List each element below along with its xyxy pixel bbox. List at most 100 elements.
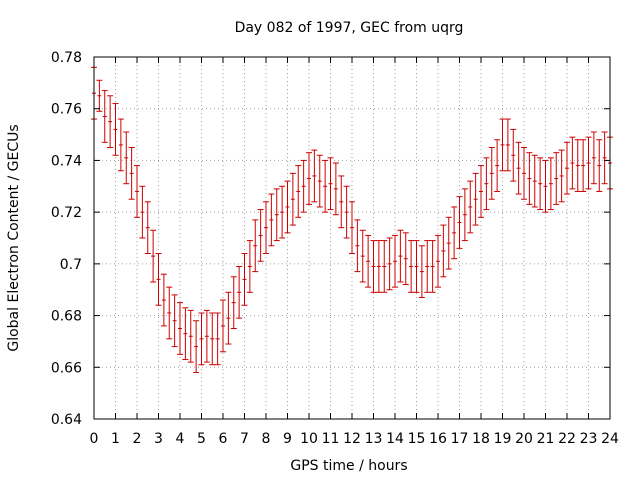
data-point	[193, 320, 200, 373]
y-axis-label: Global Electron Content / GECUs	[6, 124, 22, 351]
data-point	[386, 237, 393, 291]
data-point	[306, 152, 312, 205]
data-point	[413, 240, 420, 293]
x-tick-label: 4	[176, 431, 185, 447]
x-tick-label: 9	[283, 431, 292, 447]
data-point	[531, 154, 538, 208]
data-point	[553, 152, 560, 205]
data-point	[456, 196, 463, 249]
data-point	[316, 154, 323, 208]
data-point	[123, 131, 130, 185]
data-point	[494, 139, 501, 192]
y-tick-label: 0.64	[51, 412, 82, 428]
data-point	[220, 299, 226, 353]
data-point	[273, 188, 280, 242]
data-point	[472, 172, 479, 226]
data-point	[418, 245, 425, 298]
data-point	[440, 224, 447, 278]
data-point	[289, 172, 296, 226]
data-point	[429, 240, 436, 293]
data-point	[150, 229, 157, 283]
data-point	[515, 141, 522, 195]
x-tick-label: 22	[558, 431, 576, 447]
data-point	[451, 206, 458, 260]
data-point	[408, 240, 415, 293]
data-point	[166, 286, 173, 340]
data-point	[160, 273, 167, 327]
data-point	[322, 159, 329, 213]
x-axis-label: GPS time / hours	[290, 458, 407, 474]
data-point	[601, 131, 608, 185]
x-tick-label: 12	[343, 431, 361, 447]
data-point	[392, 234, 398, 288]
data-point	[101, 90, 108, 143]
data-point	[397, 229, 404, 283]
data-point	[209, 312, 216, 366]
data-point	[349, 201, 355, 255]
x-tick-label: 6	[219, 431, 228, 447]
data-point	[569, 136, 576, 190]
x-tick-label: 2	[133, 431, 142, 447]
data-point	[327, 157, 334, 211]
data-point	[230, 276, 237, 329]
data-point	[365, 234, 372, 288]
data-point	[526, 152, 533, 205]
y-tick-label: 0.74	[51, 153, 82, 169]
data-point	[144, 201, 151, 255]
data-point	[300, 159, 307, 213]
x-tick-label: 24	[601, 431, 619, 447]
x-tick-label: 7	[240, 431, 249, 447]
data-point	[128, 147, 135, 200]
data-point	[375, 240, 382, 293]
data-point	[257, 209, 264, 262]
data-point	[590, 131, 597, 185]
data-point	[284, 180, 291, 234]
data-point	[117, 118, 124, 172]
x-tick-label: 0	[90, 431, 99, 447]
data-point	[574, 139, 581, 192]
data-point	[585, 136, 592, 190]
data-point	[547, 157, 554, 211]
y-tick-label: 0.66	[51, 360, 82, 376]
data-point	[499, 118, 506, 172]
error-bars	[91, 66, 613, 373]
data-point	[225, 291, 232, 345]
data-point	[370, 240, 377, 293]
x-tick-label: 17	[451, 431, 469, 447]
data-point	[354, 219, 361, 273]
data-point	[268, 193, 275, 247]
data-point	[467, 180, 474, 234]
data-point	[564, 141, 570, 195]
data-point	[214, 312, 221, 366]
data-point	[381, 240, 388, 293]
x-tick-label: 16	[429, 431, 447, 447]
data-point	[338, 175, 345, 229]
data-point	[279, 185, 286, 239]
x-tick-label: 21	[537, 431, 555, 447]
data-point	[96, 79, 103, 112]
data-point	[198, 312, 205, 366]
data-point	[558, 149, 565, 203]
x-tick-label: 5	[197, 431, 206, 447]
data-point	[112, 103, 119, 156]
x-tick-label: 23	[580, 431, 598, 447]
data-point	[182, 307, 189, 361]
x-tick-label: 15	[408, 431, 426, 447]
x-tick-label: 14	[386, 431, 404, 447]
data-point	[177, 302, 183, 355]
y-tick-labels: 0.64 0.66 0.68 0.7 0.72 0.74 0.76 0.78	[51, 50, 82, 428]
data-point	[478, 165, 484, 218]
data-point	[295, 165, 302, 218]
data-point	[187, 309, 194, 363]
data-point	[435, 234, 441, 288]
data-point	[580, 139, 587, 192]
data-point	[542, 159, 549, 213]
y-tick-label: 0.68	[51, 309, 82, 325]
x-tick-label: 18	[472, 431, 490, 447]
data-point	[424, 240, 431, 293]
data-point	[488, 147, 495, 200]
data-point	[596, 139, 603, 192]
data-point	[203, 309, 210, 363]
y-tick-label: 0.72	[51, 205, 82, 221]
